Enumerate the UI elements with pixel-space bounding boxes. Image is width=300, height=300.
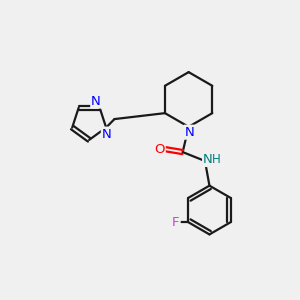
Text: N: N	[102, 128, 112, 141]
Text: N: N	[91, 94, 101, 108]
Text: N: N	[184, 126, 194, 139]
Text: F: F	[172, 216, 180, 229]
Text: N: N	[203, 153, 213, 166]
Text: H: H	[212, 153, 220, 166]
Text: O: O	[154, 142, 165, 156]
